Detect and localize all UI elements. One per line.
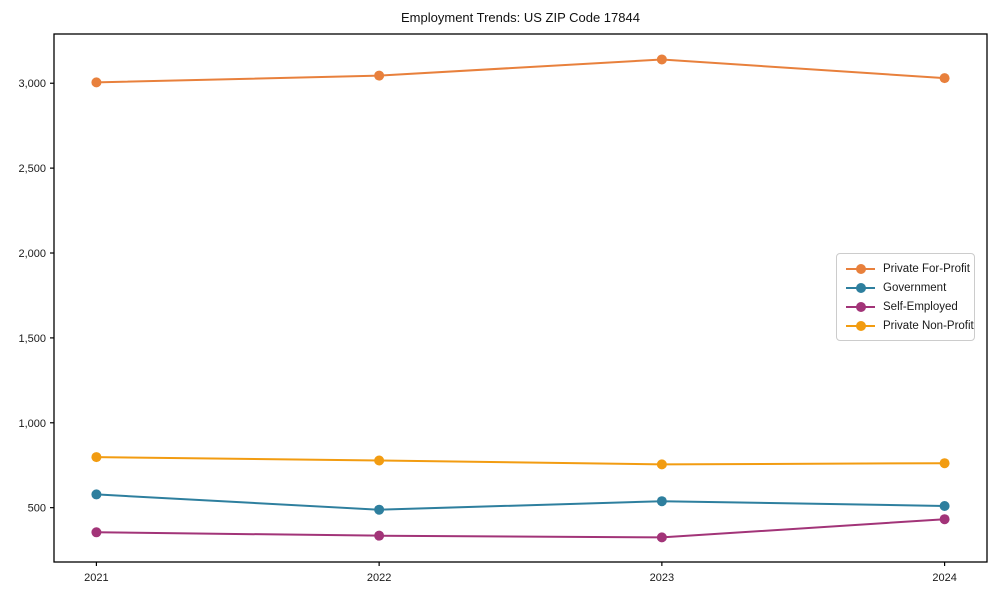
legend-label: Government [883,281,947,294]
legend-marker-icon [846,320,875,331]
data-point-marker-government [91,489,102,500]
data-point-marker-self-employed [91,527,102,538]
data-point-marker-self-employed [939,514,950,525]
plot-frame [53,33,988,563]
legend: Private For-Profit Government Self-Employe… [836,253,975,341]
y-tick-label: 1,000 [18,418,46,430]
data-point-marker-private-non-profit [656,459,667,470]
x-tick-label: 2021 [84,572,108,584]
legend-marker-icon [846,263,875,274]
data-point-marker-private-for-profit [374,70,385,81]
legend-item: Private Non-Profit [846,320,974,332]
data-point-marker-private-for-profit [91,77,102,88]
y-tick-label: 500 [28,503,46,515]
x-tick-label: 2024 [932,572,956,584]
data-point-marker-self-employed [374,530,385,541]
data-point-marker-government [939,500,950,511]
series-line-private-non-profit [95,456,946,466]
legend-item: Private For-Profit [846,263,970,275]
y-tick-label: 2,500 [18,163,46,175]
y-tick-label: 1,500 [18,333,46,345]
data-point-marker-government [374,504,385,515]
data-point-marker-private-for-profit [656,54,667,65]
legend-label: Private Non-Profit [883,319,974,332]
y-tick-label: 2,000 [18,248,46,260]
data-point-marker-government [656,496,667,507]
x-tick-label: 2022 [367,572,391,584]
x-tick-label: 2023 [650,572,674,584]
legend-label: Private For-Profit [883,262,970,275]
legend-marker-icon [846,301,875,312]
legend-marker-icon [846,282,875,293]
series-line-private-for-profit [95,58,946,84]
data-point-marker-private-non-profit [374,455,385,466]
series-line-self-employed [95,518,946,539]
y-tick-label: 3,000 [18,78,46,90]
chart-title: Employment Trends: US ZIP Code 17844 [401,10,640,25]
series-line-government [95,493,946,511]
legend-label: Self-Employed [883,300,958,313]
data-point-marker-private-non-profit [939,458,950,469]
legend-item: Self-Employed [846,301,966,313]
data-point-marker-self-employed [656,532,667,543]
data-point-marker-private-non-profit [91,452,102,463]
legend-item: Government [846,282,966,294]
data-point-marker-private-for-profit [939,73,950,84]
